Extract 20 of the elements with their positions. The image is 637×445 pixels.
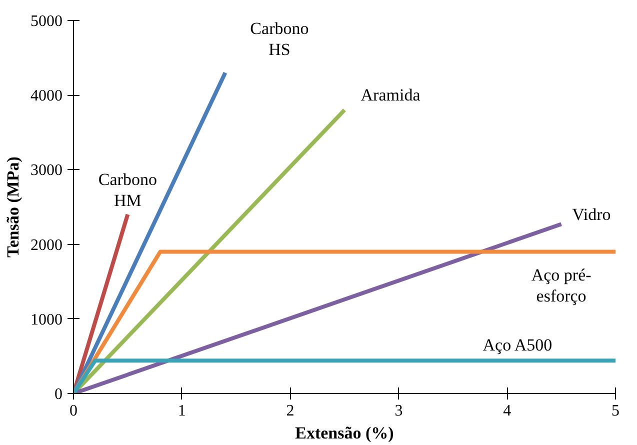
y-tick-label: 2000 <box>30 236 62 254</box>
y-tick-label: 0 <box>54 386 62 403</box>
series-label: Carbono HM <box>98 170 157 210</box>
series-label: Carbono HS <box>250 19 309 60</box>
y-axis-title: Tensão (MPa) <box>4 156 22 258</box>
x-tick-label: 1 <box>178 402 186 420</box>
x-tick-label: 2 <box>286 402 294 420</box>
series-label: Aço A500 <box>482 336 552 355</box>
x-axis-title: Extensão (%) <box>295 424 394 442</box>
x-tick-label: 3 <box>394 402 403 420</box>
y-tick-label: 3000 <box>30 162 62 180</box>
series-label: Vidro <box>572 204 611 224</box>
x-tick-label: 4 <box>503 402 512 420</box>
y-tick-label: 4000 <box>30 88 62 105</box>
x-tick-label: 0 <box>70 402 78 420</box>
x-tick-label: 5 <box>612 402 620 420</box>
y-tick-label: 5000 <box>30 13 62 30</box>
series-label: Aramida <box>360 86 421 105</box>
series-label: Aço pré- esforço <box>531 265 592 306</box>
y-tick-label: 1000 <box>30 311 62 328</box>
